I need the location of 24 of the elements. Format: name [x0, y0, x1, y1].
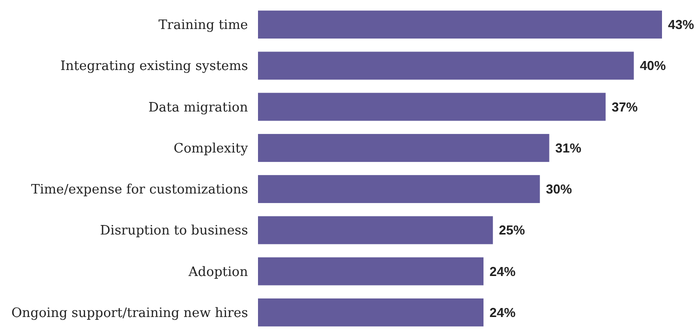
bar — [258, 92, 606, 121]
bar — [258, 52, 634, 80]
data-label: 37% — [612, 99, 638, 114]
data-label: 24% — [489, 304, 516, 320]
data-label: 30% — [546, 182, 572, 197]
y-tick-label: Data migration — [148, 100, 249, 116]
data-label: 24% — [489, 264, 516, 279]
data-label: 40% — [640, 58, 666, 74]
y-tick-label: Training time — [158, 18, 248, 34]
y-tick-label: Complexity — [174, 141, 249, 156]
bar — [258, 298, 484, 326]
y-tick-label: Adoption — [188, 264, 249, 280]
data-label: 43% — [668, 17, 694, 32]
y-tick-label: Time/expense for customizations — [31, 182, 248, 198]
y-tick-label: Ongoing support/training new hires — [11, 306, 248, 321]
bar — [258, 175, 540, 204]
data-label: 31% — [555, 140, 582, 156]
data-label: 25% — [498, 222, 526, 238]
y-tick-label: Disruption to business — [100, 224, 248, 239]
bar — [258, 134, 550, 162]
bar — [258, 257, 484, 286]
y-tick-label: Integrating existing systems — [60, 59, 248, 74]
bar — [258, 216, 493, 244]
bar — [258, 10, 662, 39]
